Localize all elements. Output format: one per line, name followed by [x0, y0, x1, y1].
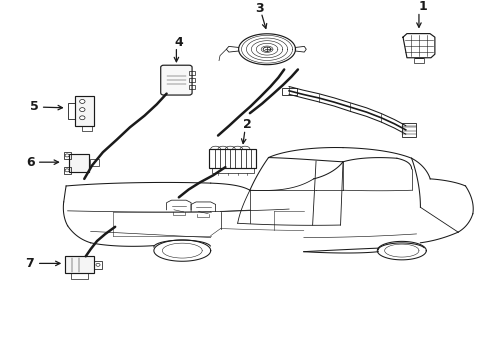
Bar — [68, 103, 75, 119]
Bar — [71, 273, 88, 279]
Bar — [402, 123, 416, 137]
Bar — [189, 85, 195, 89]
Circle shape — [96, 263, 100, 266]
Text: 2: 2 — [243, 118, 252, 131]
Bar — [90, 159, 99, 166]
Circle shape — [79, 99, 85, 103]
Bar — [189, 78, 195, 82]
Bar — [414, 58, 424, 63]
Text: 4: 4 — [174, 36, 183, 49]
Bar — [75, 96, 94, 126]
Bar — [64, 167, 71, 174]
Circle shape — [79, 116, 85, 120]
Bar — [65, 256, 94, 273]
Bar — [210, 149, 256, 167]
FancyBboxPatch shape — [161, 65, 192, 95]
Circle shape — [65, 169, 69, 172]
Bar — [94, 261, 102, 269]
Bar — [189, 71, 195, 75]
Text: 7: 7 — [25, 257, 34, 270]
Bar — [282, 87, 297, 95]
Text: 1: 1 — [418, 0, 427, 13]
Text: 5: 5 — [30, 100, 39, 113]
Circle shape — [79, 108, 85, 112]
Text: 3: 3 — [255, 2, 264, 15]
Bar — [69, 154, 89, 172]
Text: 6: 6 — [26, 156, 35, 169]
Bar — [82, 126, 92, 131]
Bar — [212, 167, 254, 173]
Bar — [64, 152, 71, 159]
Circle shape — [65, 154, 69, 157]
